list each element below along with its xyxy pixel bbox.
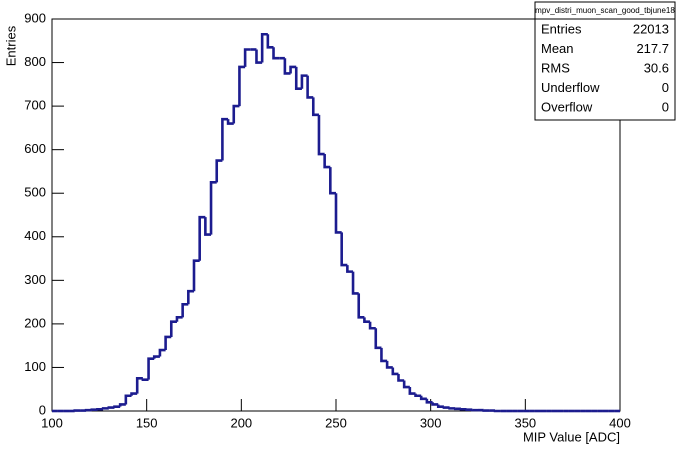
- y-tick-label: 300: [24, 272, 46, 287]
- histogram-bin: [147, 357, 155, 380]
- stats-value: 0: [662, 99, 669, 114]
- x-tick-label: 150: [136, 415, 158, 430]
- stats-label: Mean: [541, 41, 574, 56]
- histogram-bin: [380, 347, 388, 363]
- stats-value: 30.6: [644, 60, 669, 75]
- histogram-bin: [175, 316, 183, 322]
- histogram-bin: [152, 355, 160, 359]
- stats-title: mpv_distri_muon_scan_good_tbjune18: [535, 6, 675, 15]
- histogram-bin: [204, 217, 212, 236]
- x-tick-label: 300: [420, 415, 442, 430]
- stats-label: Underflow: [541, 80, 600, 95]
- stats-frame: [534, 1, 676, 121]
- histogram-bin: [323, 154, 331, 169]
- x-tick-label: 200: [230, 415, 252, 430]
- histogram-bin: [306, 75, 314, 99]
- y-tick-label: 200: [24, 315, 46, 330]
- histogram-bin: [351, 271, 359, 295]
- histogram-bin: [266, 34, 274, 49]
- histogram-bin: [448, 407, 456, 410]
- histogram-bin: [238, 65, 246, 107]
- histogram-bin: [425, 398, 433, 404]
- stats-value: 22013: [633, 21, 669, 36]
- histogram-bin: [431, 402, 439, 406]
- histogram-bin: [385, 360, 393, 369]
- x-axis-title: MIP Value [ADC]: [523, 429, 620, 444]
- y-tick-label: 500: [24, 185, 46, 200]
- histogram-bin: [391, 367, 399, 376]
- stats-value: 0: [662, 80, 669, 95]
- histogram-bin: [169, 320, 177, 337]
- y-axis-title: Entries: [3, 25, 18, 66]
- histogram-bin: [334, 193, 342, 234]
- histogram-bin: [124, 394, 132, 405]
- histogram-bin: [130, 392, 138, 396]
- histogram-bin: [346, 265, 354, 273]
- histogram-bin: [329, 167, 336, 195]
- histogram-bin: [419, 395, 427, 401]
- histogram-bin: [198, 215, 206, 261]
- histogram-bin: [414, 393, 422, 398]
- y-tick-label: 0: [39, 402, 46, 417]
- histogram-bin: [158, 348, 166, 357]
- histogram-bin: [101, 407, 109, 410]
- histogram-bin: [118, 403, 126, 407]
- histogram-bin: [141, 378, 149, 381]
- y-tick-label: 400: [24, 228, 46, 243]
- x-tick-label: 350: [514, 415, 536, 430]
- stats-box: mpv_distri_muon_scan_good_tbjune18 Entri…: [534, 1, 676, 121]
- histogram-bin: [255, 49, 263, 64]
- histogram-bin: [283, 58, 291, 75]
- histogram-bin: [164, 335, 172, 351]
- x-tick-label: 100: [41, 415, 63, 430]
- histogram-bin: [260, 32, 268, 63]
- histogram-bin: [113, 405, 121, 408]
- histogram-bin: [272, 47, 280, 60]
- histogram-bin: [363, 317, 371, 324]
- histogram-bin: [209, 181, 217, 235]
- y-tick-label: 800: [24, 54, 46, 69]
- histogram-bin: [221, 117, 229, 161]
- histogram-bin: [436, 404, 444, 408]
- histogram-bin: [300, 74, 308, 89]
- stats-value: 217.7: [636, 41, 669, 56]
- stats-label: Entries: [541, 21, 582, 36]
- histogram-bin: [340, 232, 348, 267]
- y-tick-label: 700: [24, 98, 46, 113]
- histogram-bin: [187, 289, 194, 305]
- histogram-bin: [442, 406, 450, 409]
- histogram-bin: [107, 406, 115, 409]
- histogram-bin: [192, 259, 200, 292]
- histogram-bin: [232, 104, 240, 124]
- histogram-bin: [135, 377, 143, 394]
- histogram-bin: [408, 387, 416, 395]
- histogram-bin: [215, 159, 223, 183]
- histogram-bin: [317, 114, 325, 156]
- y-tick-label: 900: [24, 10, 46, 25]
- x-tick-label: 400: [609, 415, 631, 430]
- histogram-bin: [289, 65, 297, 74]
- histogram-bin: [226, 119, 234, 125]
- histogram-bin: [181, 302, 189, 318]
- stats-label: RMS: [541, 60, 570, 75]
- stats-label: Overflow: [541, 99, 593, 114]
- histogram-bin: [294, 66, 302, 90]
- histogram-bin: [368, 321, 376, 330]
- y-tick-label: 100: [24, 359, 46, 374]
- x-tick-label: 250: [325, 415, 347, 430]
- histogram-bin: [243, 48, 251, 67]
- y-tick-label: 600: [24, 141, 46, 156]
- histogram-bin: [397, 373, 405, 382]
- histogram-bin: [374, 328, 382, 350]
- histogram-bin: [311, 97, 319, 117]
- histogram-bin: [357, 293, 365, 319]
- histogram-bin: [402, 380, 410, 389]
